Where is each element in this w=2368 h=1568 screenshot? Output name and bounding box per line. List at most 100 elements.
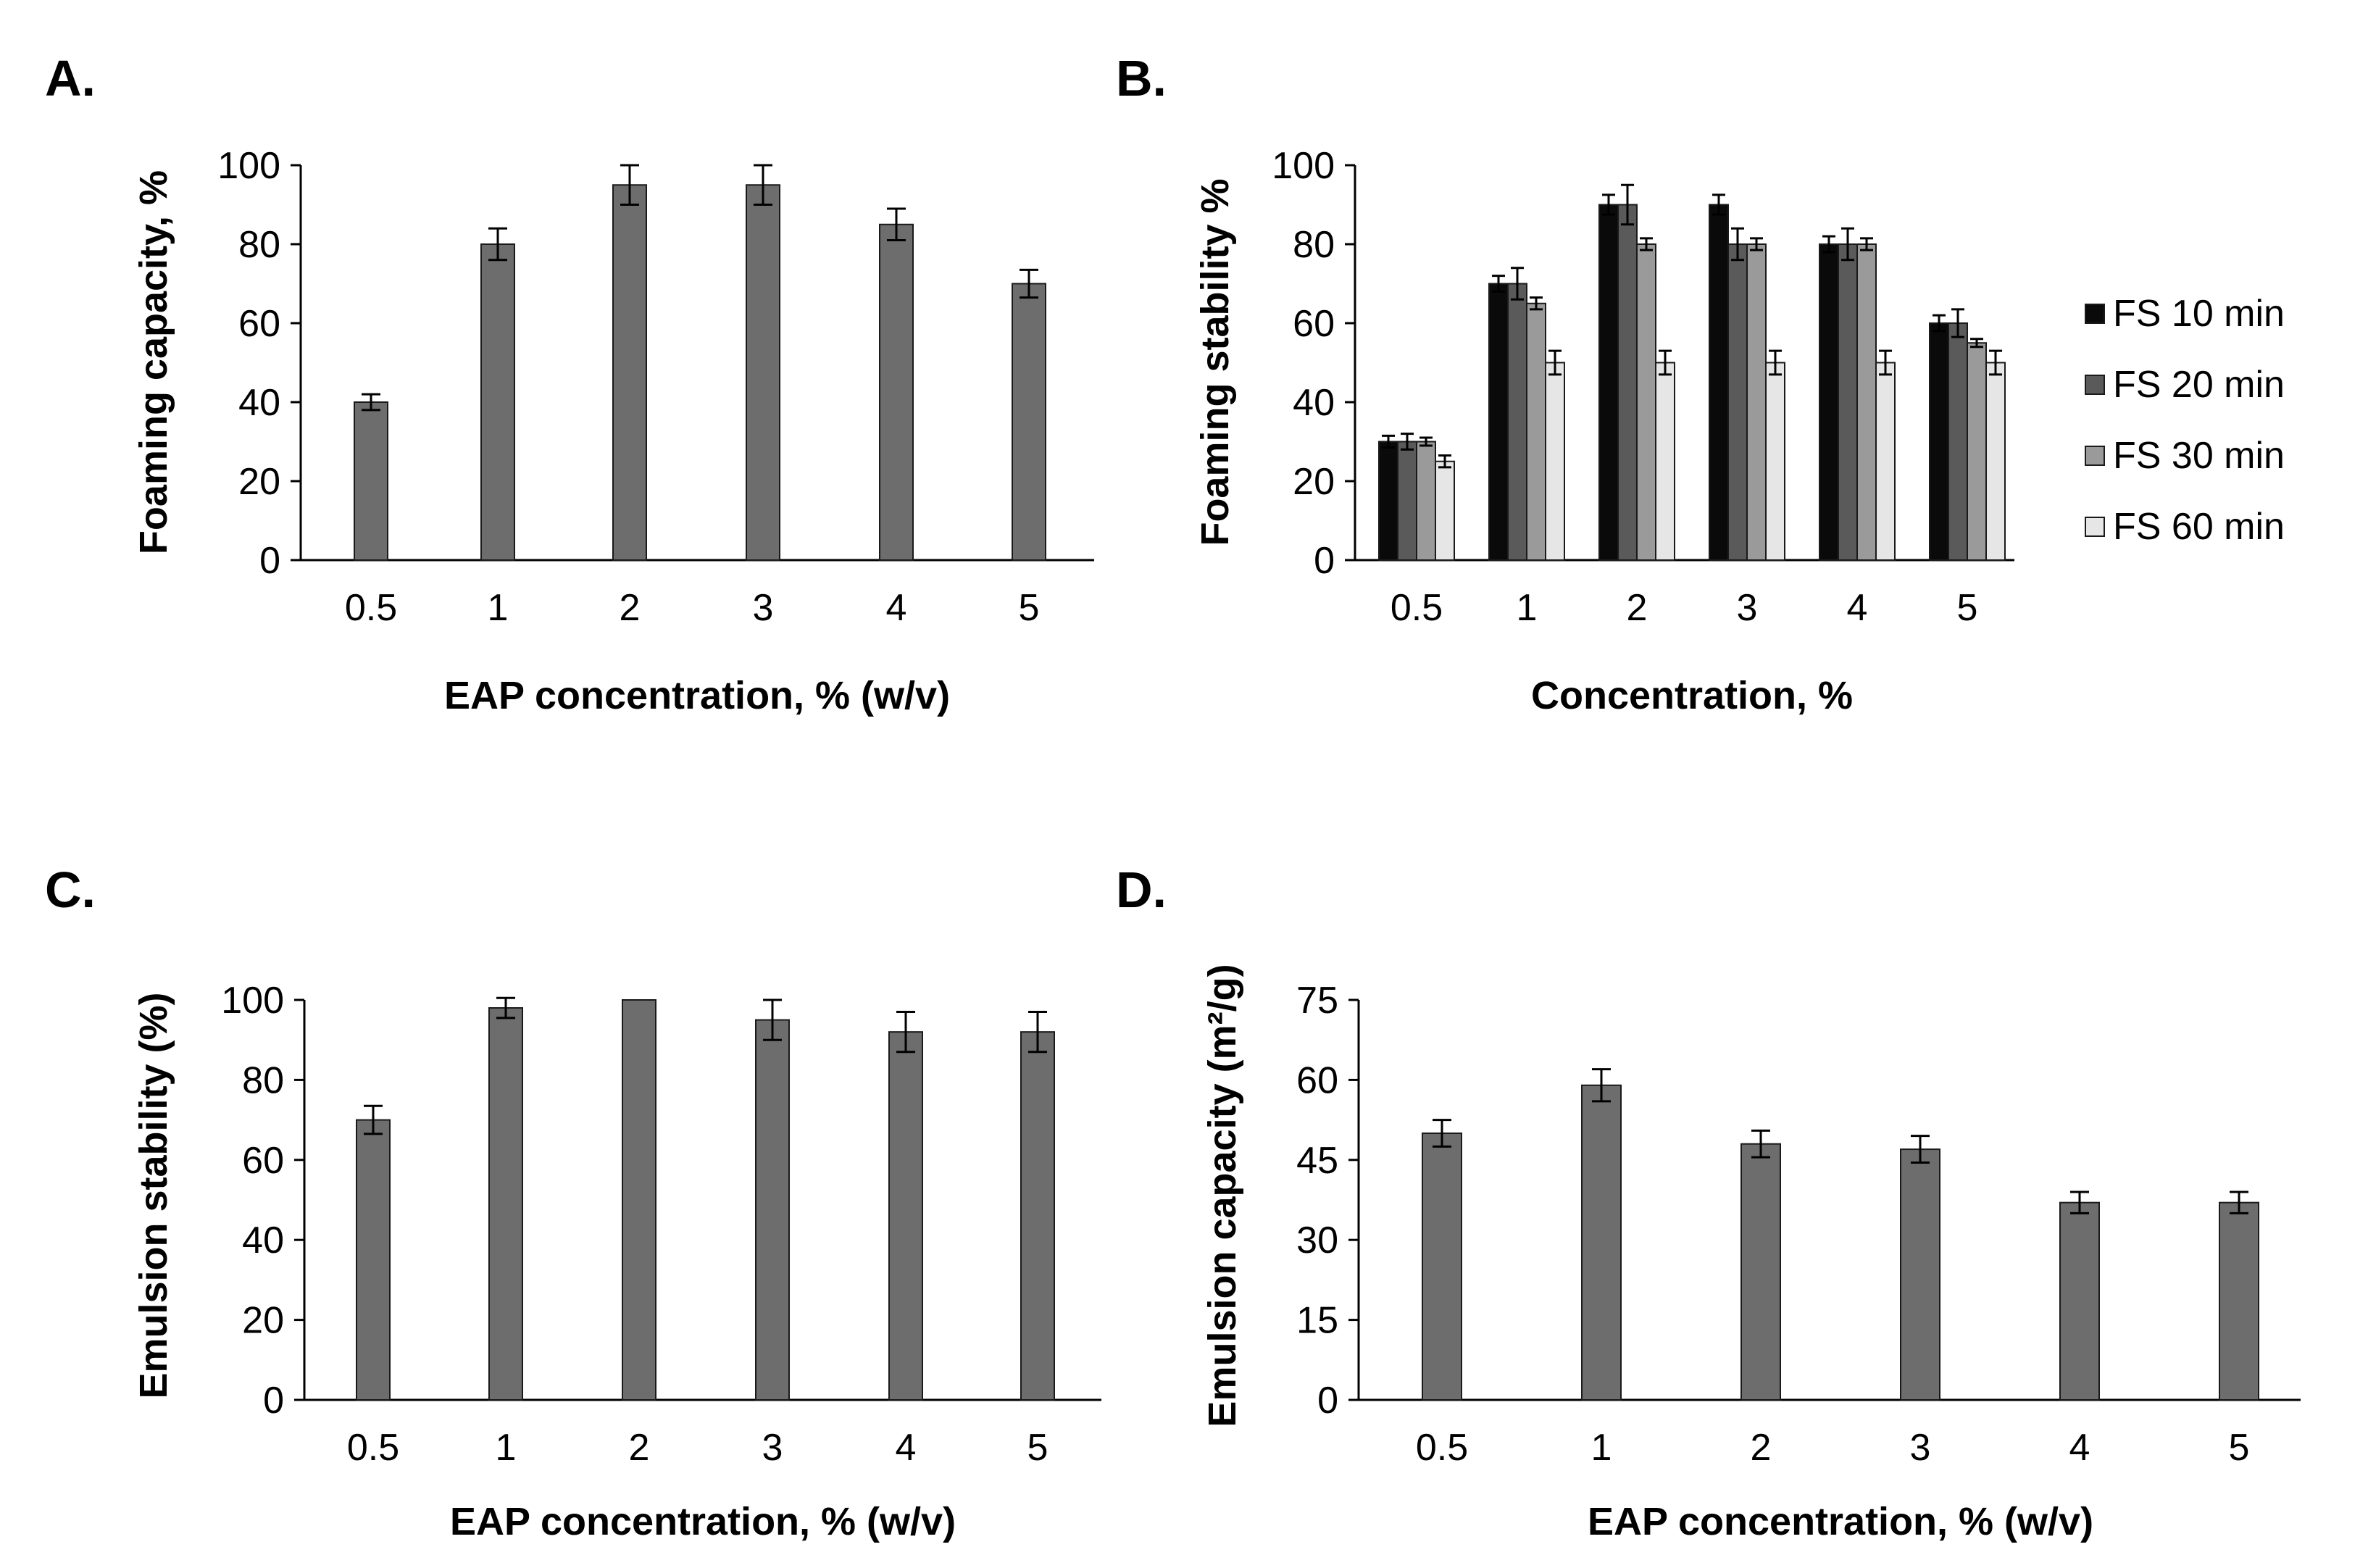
bar xyxy=(2059,1201,2100,1401)
legend-swatch xyxy=(2085,517,2105,537)
y-axis-title: Foaming stability % xyxy=(1193,178,1237,546)
bar xyxy=(1378,441,1398,561)
panel-label: C. xyxy=(45,862,96,918)
bar xyxy=(1856,243,1877,561)
x-tick-label: 3 xyxy=(762,1427,783,1469)
y-tick-label: 80 xyxy=(238,224,280,266)
x-tick-label: 3 xyxy=(1737,587,1758,629)
bar xyxy=(612,184,647,561)
y-axis-title: Foaming capacity, % xyxy=(132,170,175,554)
x-tick-label: 0.5 xyxy=(345,587,397,629)
x-tick-label: 4 xyxy=(896,1427,917,1469)
y-tick-label: 0 xyxy=(259,540,280,582)
x-tick-label: 2 xyxy=(629,1427,650,1469)
y-tick-label: 100 xyxy=(217,145,280,187)
bar xyxy=(1617,204,1638,561)
x-tick-label: 3 xyxy=(753,587,774,629)
y-tick-label: 45 xyxy=(1296,1140,1338,1182)
bar xyxy=(879,223,914,561)
y-tick-label: 20 xyxy=(238,461,280,503)
x-tick-label: 0.5 xyxy=(347,1427,399,1469)
bar xyxy=(1746,243,1767,561)
legend-label: FS 10 min xyxy=(2113,293,2285,335)
x-tick-label: 4 xyxy=(2069,1427,2090,1469)
bar xyxy=(356,1119,391,1401)
y-tick-label: 20 xyxy=(242,1300,284,1342)
y-axis-title: Emulsion capacity (m²/g) xyxy=(1201,964,1244,1427)
y-tick-label: 0 xyxy=(263,1380,284,1422)
bar xyxy=(1598,204,1619,561)
x-axis-title: Concentration, % xyxy=(1531,674,1853,717)
y-tick-label: 80 xyxy=(242,1059,284,1101)
x-tick-label: 5 xyxy=(1957,587,1978,629)
bar xyxy=(1900,1148,1940,1401)
panel-label: D. xyxy=(1116,862,1167,918)
bar xyxy=(1740,1143,1781,1401)
bar xyxy=(1545,362,1565,561)
bar xyxy=(622,999,656,1401)
legend-label: FS 20 min xyxy=(2113,364,2285,406)
y-tick-label: 0 xyxy=(1314,540,1335,582)
panel-b: B. 0 20 40 60 80 100 0.5 1 2 3 4 5 Concentration, % Fo… xyxy=(1116,50,2285,717)
bar xyxy=(1435,460,1455,561)
legend-swatch xyxy=(2085,375,2105,395)
legend-swatch xyxy=(2085,446,2105,466)
bar xyxy=(1526,302,1546,561)
y-tick-label: 100 xyxy=(221,980,284,1022)
x-tick-label: 4 xyxy=(886,587,907,629)
y-tick-label: 40 xyxy=(238,382,280,424)
y-tick-label: 60 xyxy=(238,303,280,345)
bar xyxy=(1709,204,1729,561)
x-axis-title: EAP concentration, % (w/v) xyxy=(444,674,950,717)
panel-c: C. 0 20 40 60 80 100 0.5 1 2 3 4 5 EAP concentration,… xyxy=(45,862,1101,1543)
panel-label: A. xyxy=(45,50,96,107)
x-tick-label: 5 xyxy=(1027,1427,1048,1469)
bar xyxy=(746,184,780,561)
legend-swatch xyxy=(2085,304,2105,324)
x-tick-label: 0.5 xyxy=(1416,1427,1468,1469)
bar xyxy=(1875,362,1896,561)
x-tick-label: 1 xyxy=(1517,587,1538,629)
bar xyxy=(1581,1084,1622,1401)
y-tick-label: 100 xyxy=(1272,145,1335,187)
x-tick-label: 1 xyxy=(496,1427,517,1469)
legend-label: FS 60 min xyxy=(2113,506,2285,548)
legend-label: FS 30 min xyxy=(2113,435,2285,477)
bar xyxy=(488,1007,523,1401)
bar xyxy=(1838,243,1858,561)
x-tick-label: 0.5 xyxy=(1391,587,1443,629)
bar xyxy=(1967,342,1987,561)
panel-label: B. xyxy=(1116,50,1167,107)
y-tick-label: 60 xyxy=(1296,1059,1338,1101)
y-axis-title: Emulsion stability (%) xyxy=(132,992,175,1398)
x-tick-label: 1 xyxy=(488,587,509,629)
x-tick-label: 5 xyxy=(1019,587,1040,629)
bar xyxy=(1488,283,1509,561)
y-tick-label: 75 xyxy=(1296,980,1338,1022)
x-tick-label: 4 xyxy=(1847,587,1868,629)
x-tick-label: 1 xyxy=(1591,1427,1612,1469)
bar xyxy=(1416,441,1436,561)
x-axis-title: EAP concentration, % (w/v) xyxy=(450,1500,956,1543)
y-tick-label: 60 xyxy=(242,1140,284,1182)
y-tick-label: 20 xyxy=(1293,461,1335,503)
y-tick-label: 0 xyxy=(1317,1380,1338,1422)
y-tick-label: 40 xyxy=(242,1219,284,1262)
x-axis-title: EAP concentration, % (w/v) xyxy=(1588,1500,2093,1543)
x-tick-label: 3 xyxy=(1910,1427,1931,1469)
bar xyxy=(1727,243,1748,561)
y-tick-label: 60 xyxy=(1293,303,1335,345)
y-tick-label: 15 xyxy=(1296,1300,1338,1342)
y-tick-label: 30 xyxy=(1296,1219,1338,1262)
bar xyxy=(1948,322,1968,561)
x-tick-label: 2 xyxy=(1751,1427,1772,1469)
bar xyxy=(480,243,515,561)
bar xyxy=(888,1031,923,1401)
bar xyxy=(1012,283,1046,561)
x-tick-label: 2 xyxy=(620,587,641,629)
x-tick-label: 5 xyxy=(2229,1427,2250,1469)
y-tick-label: 40 xyxy=(1293,382,1335,424)
